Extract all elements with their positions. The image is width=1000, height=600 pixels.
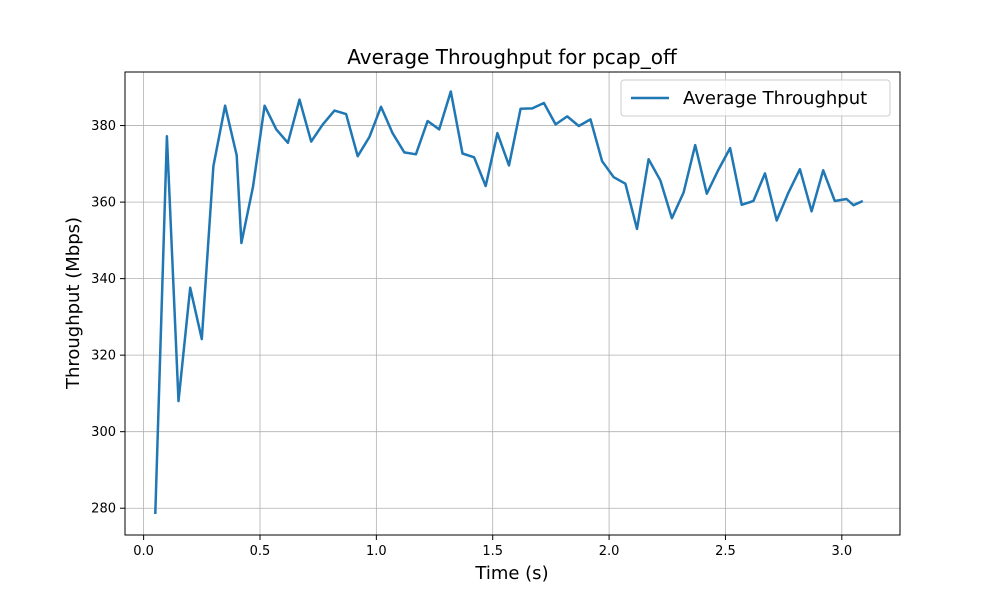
chart-title: Average Throughput for pcap_off (347, 45, 678, 69)
y-tick-label: 320 (91, 349, 116, 364)
x-tick-label: 0.5 (250, 544, 271, 559)
y-tick-label: 380 (91, 119, 116, 134)
legend-label: Average Throughput (683, 88, 867, 109)
x-axis: 0.0 0.5 1.0 1.5 2.0 2.5 3.0 (133, 535, 852, 559)
x-tick-label: 2.5 (715, 544, 736, 559)
x-tick-label: 1.0 (366, 544, 387, 559)
x-axis-label: Time (s) (474, 563, 548, 584)
series-line (154, 90, 864, 515)
y-axis-label: Throughput (Mbps) (63, 217, 84, 390)
legend-box (620, 79, 891, 117)
x-tick-label: 0.0 (133, 544, 154, 559)
x-tick-label: 3.0 (831, 544, 852, 559)
legend: Average Throughput (620, 79, 891, 117)
y-tick-label: 340 (91, 272, 116, 287)
y-tick-label: 360 (91, 196, 116, 211)
x-tick-label: 1.5 (482, 544, 503, 559)
grid (125, 72, 900, 535)
x-tick-label: 2.0 (599, 544, 620, 559)
y-axis: 280 300 320 340 360 380 (91, 119, 125, 517)
y-tick-label: 280 (91, 502, 116, 517)
y-tick-label: 300 (91, 425, 116, 440)
plot-frame (124, 71, 901, 536)
series-layer (154, 90, 864, 515)
